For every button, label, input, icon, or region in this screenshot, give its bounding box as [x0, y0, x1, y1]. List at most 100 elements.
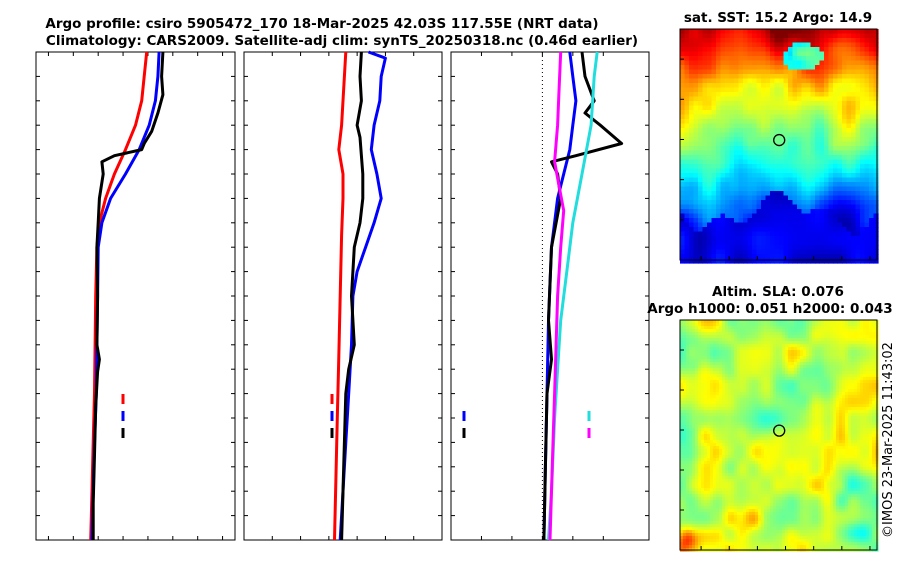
sst-map-cell — [725, 249, 731, 255]
sla-map-cell — [800, 377, 804, 381]
sla-map-cell — [755, 389, 759, 393]
sla-map-cell — [752, 335, 756, 339]
sla-map-cell — [728, 410, 732, 414]
sst-map-cell — [864, 177, 870, 183]
sst-map-cell — [797, 204, 803, 210]
sst-map-cell — [810, 249, 816, 255]
sst-map-cell — [792, 209, 798, 215]
sla-map-cell — [725, 422, 729, 426]
sla-map-cell — [695, 332, 699, 336]
sla-map-cell — [776, 401, 780, 405]
sst-map-cell — [734, 240, 740, 246]
sst-map-cell — [779, 258, 785, 264]
sla-map-cell — [800, 413, 804, 417]
sst-map-cell — [698, 218, 704, 224]
sla-map-cell — [737, 356, 741, 360]
sla-map-cell — [722, 365, 726, 369]
sst-map-cell — [711, 191, 717, 197]
sla-map-cell — [863, 356, 867, 360]
sst-map-cell — [716, 150, 722, 156]
sla-map-cell — [737, 335, 741, 339]
sst-map-cell — [801, 168, 807, 174]
sla-map-cell — [833, 371, 837, 375]
sla-map-cell — [698, 407, 702, 411]
sla-map-cell — [794, 344, 798, 348]
sla-map-cell — [701, 374, 705, 378]
sst-map-cell — [783, 137, 789, 143]
sst-map-cell — [855, 51, 861, 57]
sst-map-cell — [680, 182, 686, 188]
sst-map-cell — [801, 96, 807, 102]
sst-map-cell — [788, 254, 794, 260]
sla-map-cell — [743, 344, 747, 348]
sla-map-cell — [689, 335, 693, 339]
sla-map-cell — [689, 329, 693, 333]
sla-map-cell — [827, 344, 831, 348]
sst-map-cell — [801, 146, 807, 152]
sst-map-cell — [738, 65, 744, 71]
sla-map-cell — [788, 401, 792, 405]
sst-map-cell — [716, 159, 722, 165]
sla-map-cell — [869, 323, 873, 327]
sla-map-cell — [830, 338, 834, 342]
sst-map-cell — [770, 87, 776, 93]
sst-map-cell — [698, 42, 704, 48]
sla-map-cell — [728, 422, 732, 426]
sla-map-cell — [857, 386, 861, 390]
sla-map-cell — [863, 422, 867, 426]
sst-map-cell — [761, 213, 767, 219]
sst-map-cell — [707, 209, 713, 215]
sla-map-cell — [731, 416, 735, 420]
sst-map-cell — [680, 123, 686, 129]
sla-map-cell — [731, 386, 735, 390]
sst-map-cell — [720, 128, 726, 134]
sla-map-cell — [815, 347, 819, 351]
sst-map-cell — [824, 123, 830, 129]
sla-map-cell — [725, 320, 729, 324]
sst-map-cell — [752, 258, 758, 264]
sla-map-cell — [866, 356, 870, 360]
sla-map-cell — [707, 362, 711, 366]
sst-map-cell — [716, 123, 722, 129]
sst-map-cell — [684, 123, 690, 129]
sla-map-cell — [812, 419, 816, 423]
sst-map-cell — [833, 47, 839, 53]
sla-map-cell — [770, 401, 774, 405]
sst-map-cell — [765, 191, 771, 197]
sla-map-cell — [749, 365, 753, 369]
sst-map-cell — [855, 168, 861, 174]
sla-map-cell — [812, 350, 816, 354]
sst-map-cell — [824, 87, 830, 93]
sst-map-cell — [824, 164, 830, 170]
sla-map-cell — [863, 329, 867, 333]
sla-map-cell — [731, 359, 735, 363]
sst-map-cell — [779, 186, 785, 192]
sst-map-cell — [846, 132, 852, 138]
sla-map-cell — [680, 404, 684, 408]
sst-map-cell — [792, 74, 798, 80]
sst-map-cell — [720, 191, 726, 197]
sst-map-cell — [869, 78, 875, 84]
sst-map-cell — [851, 141, 857, 147]
sla-map-cell — [722, 422, 726, 426]
sst-map-cell — [761, 231, 767, 237]
sla-map-cell — [710, 329, 714, 333]
sla-map-cell — [839, 425, 843, 429]
sst-map-cell — [770, 182, 776, 188]
sst-map-cell — [860, 101, 866, 107]
sla-map-cell — [818, 335, 822, 339]
sla-map-cell — [740, 368, 744, 372]
sst-map-cell — [774, 29, 780, 35]
sla-map-cell — [716, 368, 720, 372]
sst-map-cell — [801, 141, 807, 147]
sst-map-cell — [725, 123, 731, 129]
sla-map-cell — [758, 410, 762, 414]
sst-map-cell — [779, 182, 785, 188]
sla-map-cell — [752, 395, 756, 399]
sst-map-cell — [693, 47, 699, 53]
sst-map-cell — [815, 123, 821, 129]
sst-map-cell — [774, 182, 780, 188]
sst-map-cell — [855, 119, 861, 125]
sst-map-cell — [743, 141, 749, 147]
sla-map-cell — [701, 425, 705, 429]
